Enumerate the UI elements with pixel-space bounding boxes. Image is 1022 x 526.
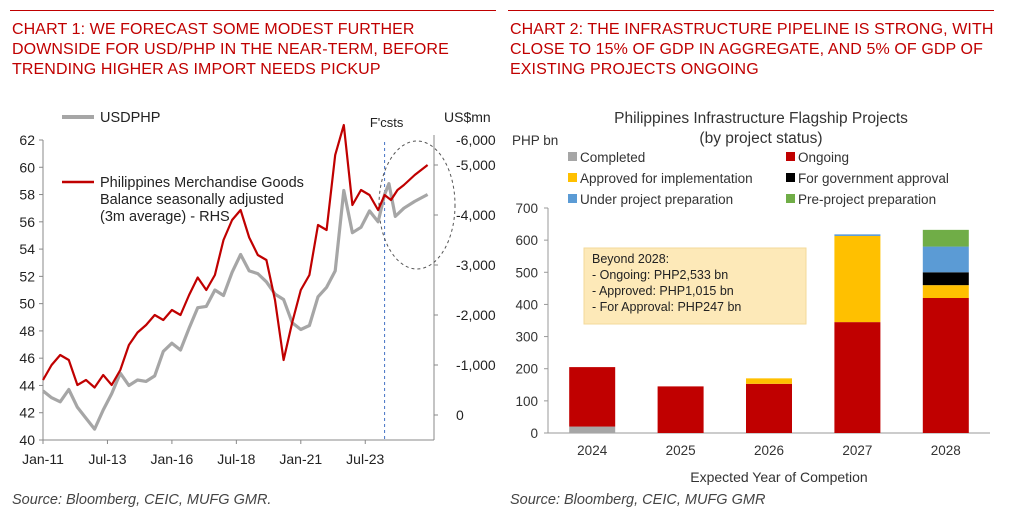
bar-segment	[657, 386, 704, 433]
annotation-box	[583, 247, 807, 325]
right-tick-label: 0	[456, 407, 464, 423]
chart-2-heading: CHART 2: THE INFRASTRUCTURE PIPELINE IS …	[510, 21, 994, 78]
x-tick-label: Jan-16	[150, 451, 193, 467]
legend-swatch	[786, 173, 795, 182]
chart-2-source: Source: Bloomberg, CEIC, MUFG GMR	[510, 492, 766, 508]
x-tick-label: 2028	[931, 443, 961, 458]
series-trade-balance-line	[42, 123, 429, 389]
left-tick-label: 60	[19, 159, 35, 175]
right-tick-label: -2,000	[456, 307, 496, 323]
y-tick-label: 400	[515, 297, 538, 312]
x-axis-title: Expected Year of Competion	[690, 469, 867, 485]
y-tick-label: 600	[515, 233, 538, 248]
bar-segment	[569, 426, 616, 433]
legend-swatch	[568, 152, 577, 161]
left-tick-label: 62	[19, 132, 35, 148]
bar-segment	[922, 272, 969, 286]
right-tick-label: -5,000	[456, 157, 496, 173]
right-tick-label: -3,000	[456, 257, 496, 273]
left-tick-label: 48	[19, 323, 35, 339]
left-tick-label: 40	[19, 432, 35, 448]
legend-label: Ongoing	[798, 150, 849, 165]
right-tick-label: -6,000	[456, 132, 496, 148]
bar-segment	[834, 235, 881, 323]
bar-segment	[922, 298, 969, 433]
legend-swatch	[786, 194, 795, 203]
x-tick-label: Jan-11	[22, 451, 64, 467]
chart-2-stacked-bar-chart: Philippines Infrastructure Flagship Proj…	[512, 110, 990, 485]
x-tick-label: 2024	[577, 443, 608, 458]
right-tick-label: -1,000	[456, 357, 496, 373]
chart-1-panel: CHART 1: WE FORECAST SOME MODEST FURTHER…	[10, 0, 496, 526]
y-tick-label: 700	[515, 201, 538, 216]
chart-1-source: Source: Bloomberg, CEIC, MUFG GMR.	[12, 492, 272, 508]
bar-segment	[834, 322, 881, 433]
chart-2-title-line-1: Philippines Infrastructure Flagship Proj…	[614, 110, 908, 127]
rhs-unit-label: US$mn	[444, 109, 491, 125]
bar-segment	[922, 285, 969, 298]
legend-swatch	[786, 152, 795, 161]
bar-segment	[746, 378, 792, 384]
chart-1-line-chart: 40 42 44 46 48 50 52 54 56 58 60 62 0 -1,000 -2,000 -3,…	[19, 109, 496, 467]
legend-label: Under project preparation	[580, 192, 733, 207]
chart-1-heading: CHART 1: WE FORECAST SOME MODEST FURTHER…	[12, 21, 449, 78]
left-tick-label: 42	[19, 405, 35, 421]
bar-segment	[922, 229, 969, 247]
left-tick-label: 44	[19, 377, 35, 393]
annotation-line: - Approved: PHP1,015 bn	[592, 284, 734, 298]
left-tick-label: 54	[19, 241, 35, 257]
legend-label-trade-balance: Philippines Merchandise Goods Balance sea…	[100, 175, 304, 225]
y-tick-label: 100	[515, 394, 538, 409]
left-tick-label: 56	[19, 214, 35, 230]
annotation-line: - Ongoing: PHP2,533 bn	[592, 268, 728, 282]
forecast-label: F'csts	[370, 115, 404, 130]
annotation-title: Beyond 2028:	[592, 252, 669, 266]
legend-label: Completed	[580, 150, 645, 165]
left-tick-label: 52	[19, 268, 35, 284]
y-tick-label: 500	[515, 265, 538, 280]
y-tick-label: 200	[515, 362, 538, 377]
y-tick-label: 300	[515, 330, 538, 345]
legend-swatch	[568, 173, 577, 182]
x-tick-label: Jul-18	[217, 451, 255, 467]
legend-label-usdphp: USDPHP	[100, 110, 160, 126]
legend-label: Pre-project preparation	[798, 192, 936, 207]
bar-segment	[746, 383, 792, 433]
left-tick-label: 50	[19, 296, 35, 312]
chart-2-title-line-2: (by project status)	[699, 130, 822, 147]
top-rule	[508, 10, 994, 11]
top-rule	[10, 10, 496, 11]
forecast-highlight-ellipse	[378, 140, 456, 270]
x-tick-label: Jan-21	[279, 451, 322, 467]
x-tick-label: 2026	[754, 443, 784, 458]
y-axis-unit-label: PHP bn	[512, 133, 558, 148]
legend-swatch	[568, 194, 577, 203]
x-tick-label: Jul-23	[346, 451, 384, 467]
x-tick-label: Jul-13	[88, 451, 126, 467]
legend-label: Approved for implementation	[580, 171, 753, 186]
y-tick-label: 0	[530, 426, 538, 441]
series-usdphp-line	[42, 181, 429, 431]
annotation-line: - For Approval: PHP247 bn	[592, 300, 741, 314]
chart-2-panel: CHART 2: THE INFRASTRUCTURE PIPELINE IS …	[508, 0, 994, 526]
bar-segment	[922, 246, 969, 273]
bar-segment	[834, 234, 881, 236]
x-tick-label: 2025	[666, 443, 696, 458]
bar-segment	[569, 367, 616, 427]
left-tick-label: 58	[19, 187, 35, 203]
x-tick-label: 2027	[842, 443, 872, 458]
right-tick-label: -4,000	[456, 207, 496, 223]
legend-label: For government approval	[798, 171, 949, 186]
left-tick-label: 46	[19, 350, 35, 366]
